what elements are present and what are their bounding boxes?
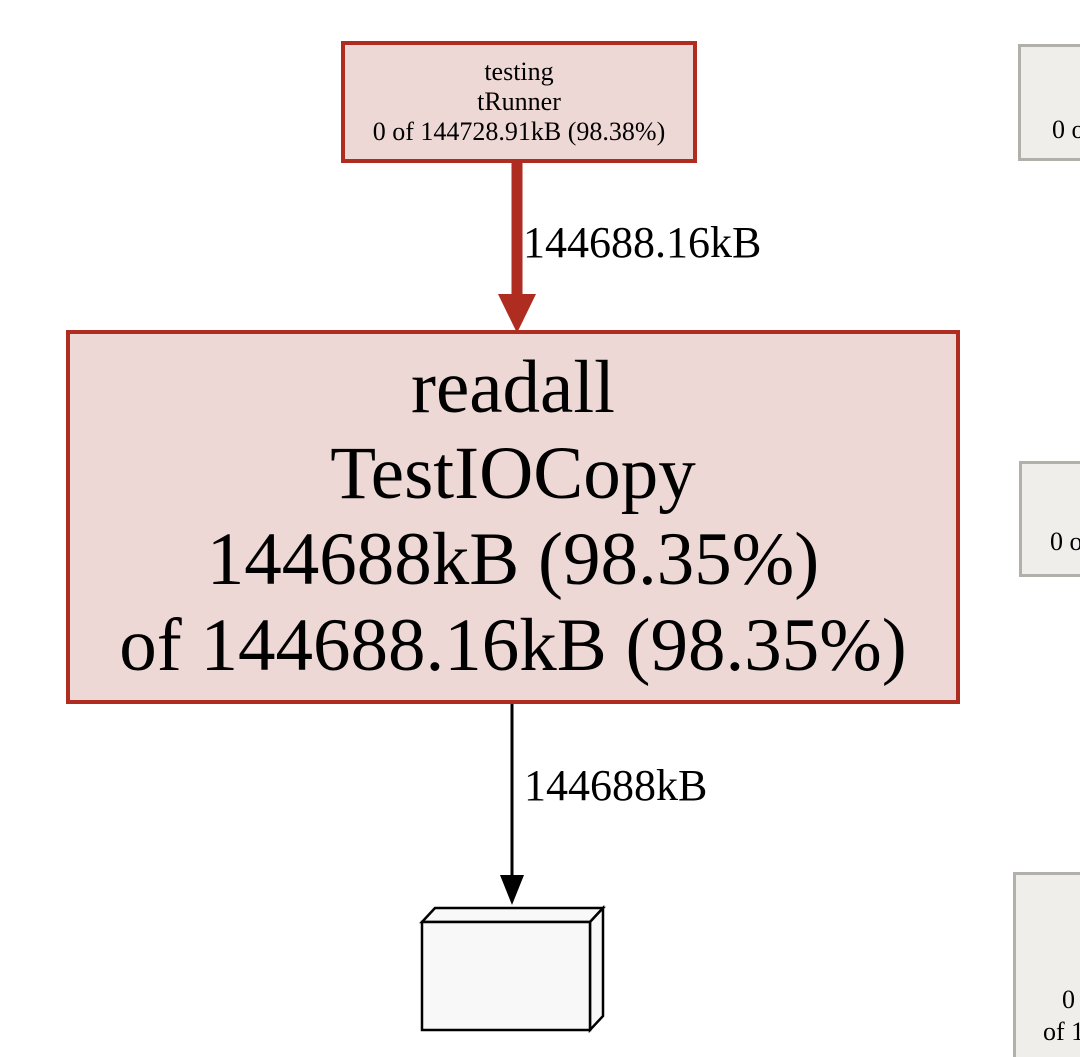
edge-readall-to-total bbox=[500, 704, 524, 905]
node-cum-value-label: of 144688.16kB (98.35%) bbox=[119, 604, 907, 687]
node-package-label: testing bbox=[484, 57, 554, 86]
node-clipped-top-right[interactable]: 0 o bbox=[1018, 44, 1080, 161]
node-readall-testiocopy[interactable]: readall TestIOCopy 144688kB (98.35%) of … bbox=[66, 330, 960, 704]
node-function-label: TestIOCopy bbox=[330, 432, 696, 515]
node-clipped-bottom-right[interactable]: 0 of 1 bbox=[1013, 872, 1080, 1057]
arrowhead-down-icon bbox=[500, 875, 524, 905]
node-function-label: tRunner bbox=[477, 87, 561, 116]
node-clipped-middle-right[interactable]: 0 o bbox=[1019, 461, 1080, 577]
node-flat-value-label: 144688kB (98.35%) bbox=[206, 518, 820, 601]
box3d-right-face bbox=[588, 904, 605, 1034]
node-value-label: 0 o bbox=[1052, 115, 1080, 144]
node-value-label: 0 o bbox=[1050, 527, 1080, 556]
arrowhead-down-icon bbox=[498, 294, 536, 333]
edge-label-readall-total: 144688kB bbox=[524, 761, 708, 810]
edge-label-trunner-readall: 144688.16kB bbox=[523, 218, 762, 267]
box3d-top-face bbox=[419, 906, 606, 924]
node-value-label: 0 of 144728.91kB (98.38%) bbox=[372, 117, 666, 146]
node-flat-value-label: 0 bbox=[1062, 985, 1075, 1014]
node-testing-trunner[interactable]: testing tRunner 0 of 144728.91kB (98.38%… bbox=[341, 41, 697, 163]
node-package-label: readall bbox=[410, 346, 616, 429]
node-cum-value-label: of 1 bbox=[1043, 1017, 1080, 1046]
total-memory-label: 141.30MB bbox=[445, 952, 567, 983]
